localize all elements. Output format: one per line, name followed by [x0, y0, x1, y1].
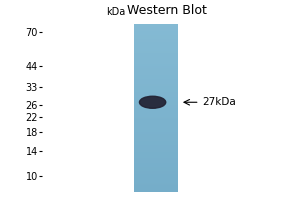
Text: kDa: kDa — [106, 7, 125, 17]
Ellipse shape — [140, 96, 166, 108]
Text: 27kDa: 27kDa — [202, 97, 236, 107]
Text: Western Blot: Western Blot — [127, 4, 207, 17]
